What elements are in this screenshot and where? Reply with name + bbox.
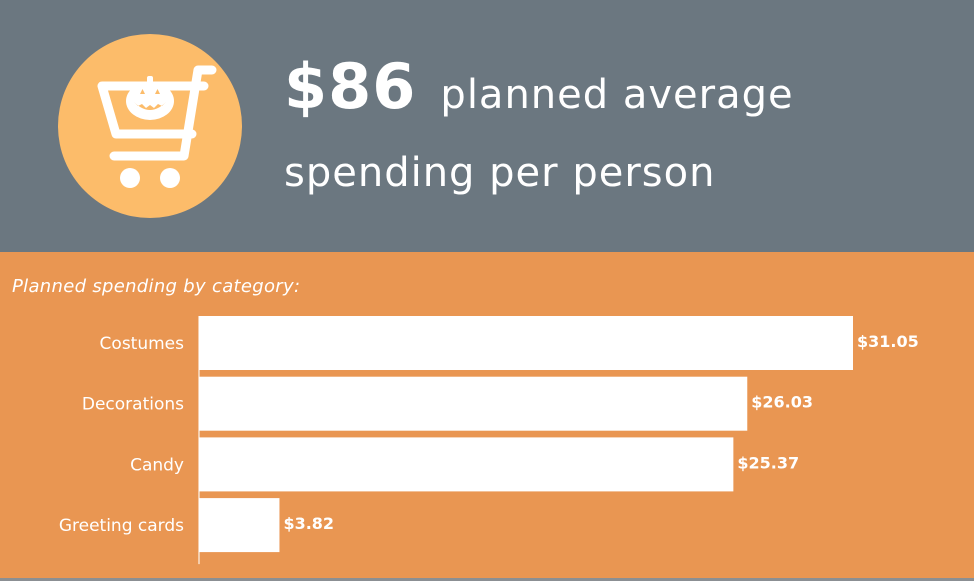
average-amount: $86 (284, 50, 417, 123)
shopping-cart-pumpkin-icon (97, 65, 217, 188)
headline-line-2: spending per person (284, 150, 716, 196)
bar-costumes (199, 316, 853, 370)
bar-greeting-cards (199, 498, 280, 553)
header-banner: $86 planned average spending per person (0, 0, 974, 252)
cart-badge (58, 34, 242, 218)
value-label: $26.03 (751, 393, 813, 412)
headline-line-1: $86 planned average (284, 50, 794, 130)
bottom-edge (0, 578, 974, 581)
value-label: $31.05 (857, 332, 919, 351)
category-bar-chart: Costumes $31.05 Decorations $26.03 Candy $25.… (59, 316, 919, 565)
category-label: Decorations (82, 395, 184, 415)
bar-candy (199, 437, 734, 492)
category-label: Candy (130, 455, 184, 475)
category-label: Costumes (100, 334, 185, 354)
headline-text-1: planned average (440, 72, 794, 118)
chart-title: Planned spending by category: (12, 276, 301, 297)
value-label: $25.37 (737, 453, 799, 472)
bar-decorations (199, 376, 748, 431)
value-label: $3.82 (283, 514, 334, 533)
category-label: Greeting cards (59, 516, 184, 536)
